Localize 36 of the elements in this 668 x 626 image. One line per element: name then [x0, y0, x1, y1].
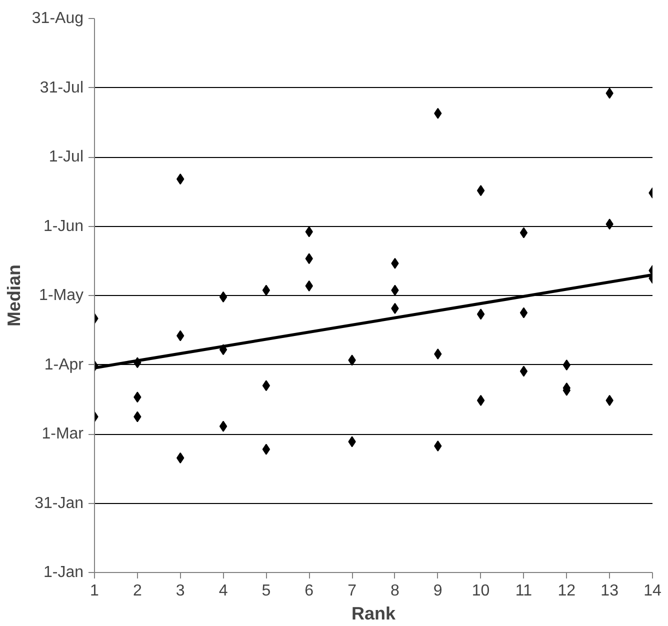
point	[520, 366, 528, 377]
x-tick-label: 3	[176, 582, 185, 600]
point	[262, 284, 270, 296]
x-tick-label: 11	[515, 582, 532, 600]
point	[476, 308, 485, 320]
x-tick-label: 5	[262, 582, 271, 600]
x-tick-label: 13	[600, 582, 619, 600]
x-tick-label: 1	[90, 582, 100, 600]
x-tick-label: 12	[558, 582, 576, 600]
x-tick-label: 10	[472, 582, 490, 600]
point	[219, 420, 228, 432]
point	[476, 185, 485, 196]
x-tick-label: 2	[132, 582, 142, 600]
text: 1-Jul	[48, 148, 84, 166]
x-tick-label: 9	[433, 582, 442, 600]
x-tick-label: 14	[644, 582, 662, 600]
text: 31-Aug	[32, 10, 84, 27]
x-tick-label: 6	[304, 582, 314, 600]
text: 1-Mar	[42, 426, 84, 442]
x-axis-title: Rank	[351, 604, 396, 624]
x-tick-label: 4	[218, 582, 228, 600]
y-axis-title: Median	[4, 264, 24, 327]
point	[219, 291, 228, 302]
point	[476, 394, 485, 406]
point	[520, 307, 528, 318]
text: 31-Jul	[40, 79, 84, 96]
text: 1-Apr	[44, 356, 84, 374]
point	[262, 444, 270, 455]
x-tick-label: 7	[348, 582, 357, 600]
point	[262, 380, 270, 392]
text: 1-May	[39, 287, 84, 304]
text: 31-Jan	[34, 494, 84, 512]
text: 1-Jun	[43, 218, 84, 235]
text: 1-Jan	[43, 564, 84, 581]
point	[520, 227, 528, 238]
x-tick-label: 8	[390, 582, 400, 600]
